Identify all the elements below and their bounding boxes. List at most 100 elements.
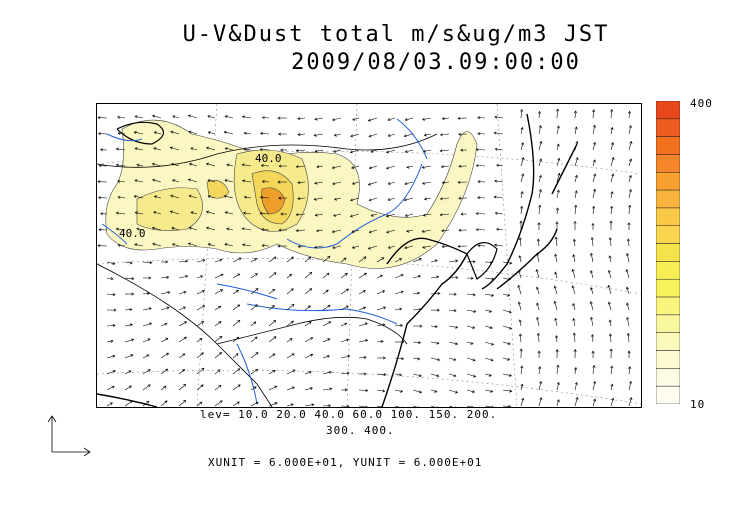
wind-arrow-head: [243, 131, 247, 135]
wind-arrow: [520, 173, 524, 183]
wind-arrow: [196, 321, 204, 327]
wind-arrow: [261, 229, 270, 231]
wind-arrow-head: [518, 319, 522, 323]
wind-arrow: [592, 159, 596, 167]
wind-arrow: [170, 131, 180, 135]
wind-arrow-head: [109, 402, 113, 406]
wind-arrow-head: [169, 210, 173, 214]
wind-arrow: [518, 285, 522, 295]
wind-arrow-head: [626, 252, 630, 256]
wind-arrow: [208, 195, 216, 199]
wind-arrow-head: [574, 381, 578, 385]
wind-arrow-head: [418, 341, 422, 345]
wind-arrow: [304, 371, 312, 375]
wind-arrow-head: [475, 212, 479, 216]
vector-units: XUNIT = 6.000E+01, YUNIT = 6.000E+01: [208, 456, 483, 469]
wind-arrow: [556, 365, 559, 375]
wind-arrow-head: [308, 370, 312, 374]
wind-arrow-head: [97, 180, 101, 184]
wind-arrow-head: [290, 288, 294, 292]
wind-arrow: [609, 237, 612, 247]
wind-arrow: [304, 272, 312, 279]
wind-arrow: [572, 269, 576, 279]
wind-arrow-head: [521, 173, 525, 177]
wind-arrow-head: [455, 406, 457, 407]
wind-arrow: [627, 238, 630, 247]
wind-arrow-head: [610, 108, 614, 112]
wind-arrow: [214, 385, 222, 391]
wind-arrow-head: [328, 404, 331, 407]
wind-arrow-head: [536, 302, 540, 306]
wind-arrow: [386, 213, 396, 217]
wind-arrow-head: [219, 400, 223, 404]
dust-field: [105, 119, 478, 269]
wind-arrow-head: [201, 367, 205, 371]
wind-arrow: [394, 258, 402, 263]
wind-arrow-head: [536, 286, 539, 290]
wind-arrow: [412, 258, 422, 263]
wind-arrow-head: [224, 115, 228, 119]
wind-arrow: [574, 382, 578, 391]
wind-arrow: [196, 367, 205, 375]
wind-arrow-head: [475, 228, 479, 232]
wind-arrow-head: [382, 389, 386, 393]
wind-arrow: [442, 245, 450, 248]
wind-arrow-head: [200, 352, 204, 356]
wind-arrow: [404, 181, 414, 185]
wind-arrow: [190, 147, 198, 151]
wind-arrow-head: [241, 179, 246, 183]
wind-arrow-head: [574, 174, 578, 178]
wind-arrow-head: [365, 339, 369, 343]
wind-arrow: [442, 117, 450, 120]
wind-arrow-head: [453, 292, 457, 296]
wind-arrow-head: [200, 275, 204, 279]
wind-arrow: [442, 181, 450, 184]
wind-arrow-head: [128, 370, 132, 374]
wind-arrow: [152, 179, 162, 183]
wind-arrow: [206, 163, 216, 167]
wind-arrow: [268, 353, 276, 359]
wind-arrow-head: [166, 275, 170, 279]
wind-arrow-head: [146, 400, 150, 404]
wind-arrow: [196, 338, 203, 343]
wind-arrow: [394, 373, 402, 376]
wind-arrow-head: [308, 321, 312, 325]
wind-arrow-head: [295, 213, 299, 217]
wind-arrow-head: [254, 273, 258, 276]
wind-arrow: [573, 254, 576, 263]
wind-arrow-head: [182, 369, 186, 373]
wind-arrow-head: [112, 293, 116, 297]
wind-arrow-head: [380, 340, 384, 344]
wind-arrow: [152, 227, 162, 231]
wind-arrow: [214, 336, 223, 343]
wind-arrow: [405, 149, 414, 153]
wind-arrow-head: [572, 332, 576, 336]
wind-arrow: [340, 372, 350, 375]
wind-arrow: [376, 324, 385, 327]
wind-arrow: [268, 289, 275, 295]
wind-arrow: [268, 402, 278, 407]
wind-arrow-head: [489, 326, 493, 330]
wind-arrow-head: [403, 198, 407, 202]
wind-arrow: [466, 373, 476, 377]
wind-arrow: [574, 141, 578, 151]
wind-arrow-head: [236, 401, 240, 405]
wind-arrow-head: [117, 243, 121, 247]
wind-arrow: [142, 308, 152, 311]
wind-arrow-head: [556, 364, 560, 368]
wind-arrow: [214, 305, 221, 311]
wind-arrow: [368, 245, 378, 249]
wind-arrow-head: [475, 164, 479, 168]
wind-arrow-head: [183, 336, 187, 340]
wind-arrow-head: [272, 353, 276, 357]
wind-arrow: [286, 338, 293, 343]
wind-arrow: [322, 305, 331, 311]
wind-arrow-head: [627, 110, 632, 114]
wind-arrow: [495, 212, 504, 215]
wind-arrow: [573, 333, 576, 343]
wind-arrow-head: [291, 353, 295, 357]
wind-arrow-head: [491, 342, 495, 346]
wind-arrow-head: [418, 406, 420, 407]
wind-arrow: [376, 290, 385, 295]
wind-arrow-head: [593, 380, 597, 384]
